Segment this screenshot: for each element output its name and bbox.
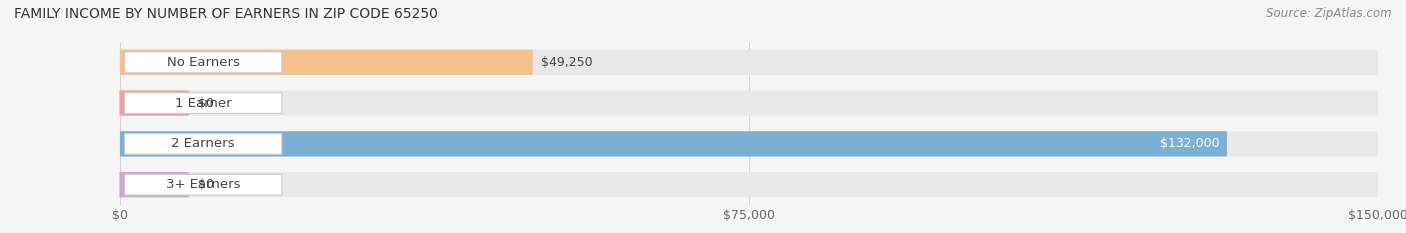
FancyBboxPatch shape (120, 172, 188, 197)
FancyBboxPatch shape (120, 90, 188, 116)
FancyBboxPatch shape (125, 93, 281, 113)
Text: $49,250: $49,250 (541, 56, 593, 69)
FancyBboxPatch shape (125, 134, 281, 154)
FancyBboxPatch shape (120, 50, 1378, 75)
Text: 3+ Earners: 3+ Earners (166, 178, 240, 191)
Text: 1 Earner: 1 Earner (174, 97, 232, 110)
Text: $0: $0 (197, 97, 214, 110)
FancyBboxPatch shape (120, 131, 1227, 157)
Text: FAMILY INCOME BY NUMBER OF EARNERS IN ZIP CODE 65250: FAMILY INCOME BY NUMBER OF EARNERS IN ZI… (14, 7, 437, 21)
FancyBboxPatch shape (120, 131, 1378, 157)
Text: 2 Earners: 2 Earners (172, 137, 235, 150)
FancyBboxPatch shape (125, 174, 281, 195)
Text: No Earners: No Earners (167, 56, 239, 69)
FancyBboxPatch shape (120, 50, 533, 75)
Text: $132,000: $132,000 (1160, 137, 1219, 150)
FancyBboxPatch shape (125, 52, 281, 73)
FancyBboxPatch shape (120, 90, 1378, 116)
FancyBboxPatch shape (120, 172, 1378, 197)
Text: $0: $0 (197, 178, 214, 191)
Text: Source: ZipAtlas.com: Source: ZipAtlas.com (1267, 7, 1392, 20)
